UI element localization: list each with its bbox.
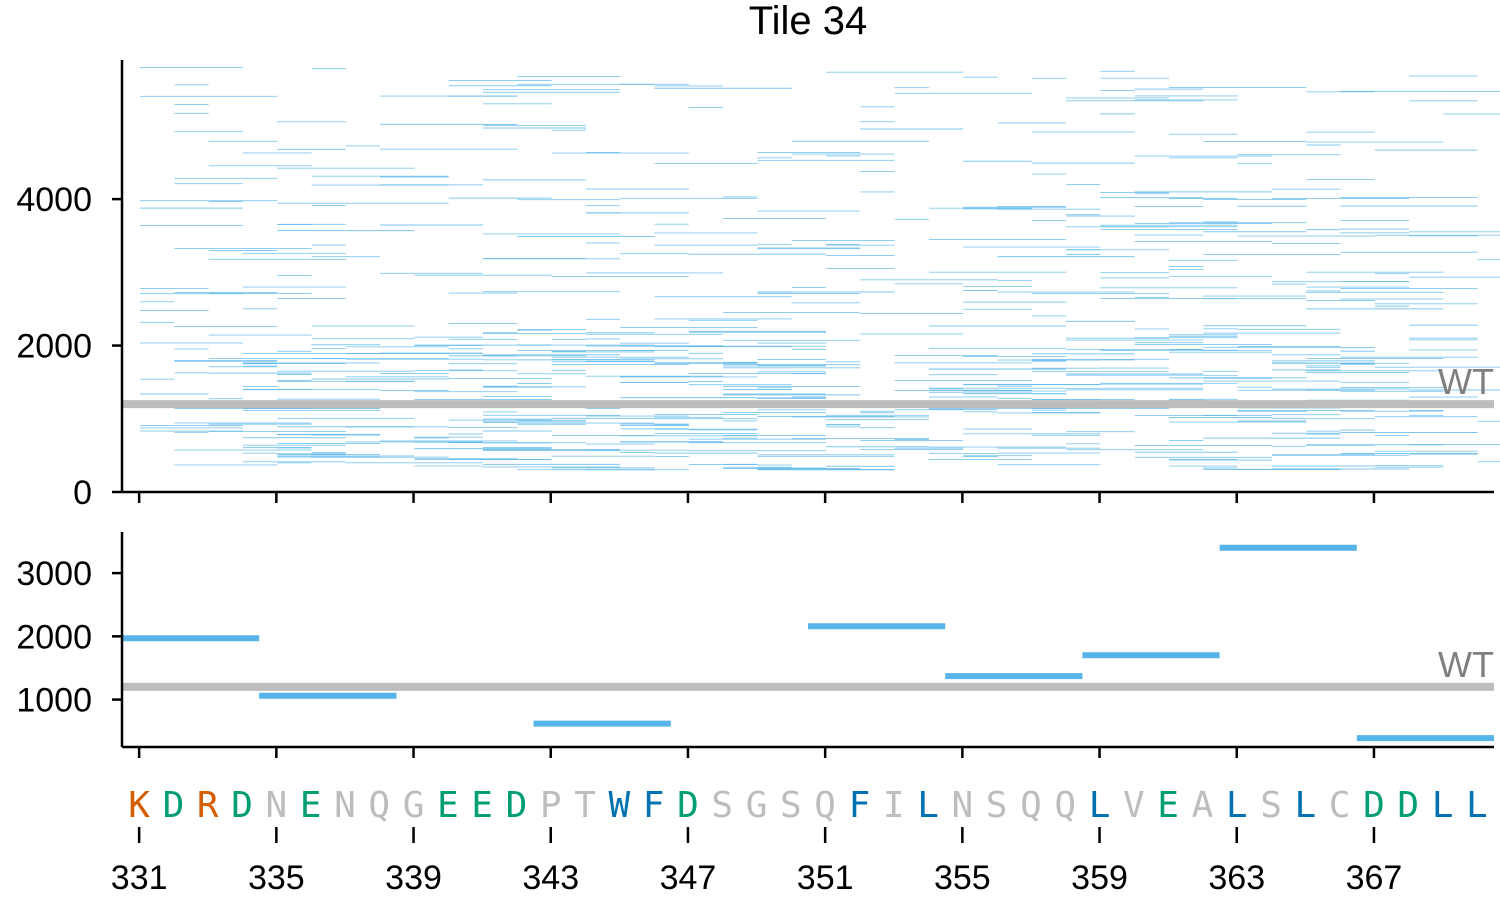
residue-letter: E — [1157, 785, 1179, 826]
position-ticks: 331 335 339 343 347 351 355 359 363 367 — [111, 827, 1403, 897]
residue-letter: L — [1432, 785, 1454, 826]
position-label: 367 — [1346, 859, 1403, 897]
position-label: 363 — [1208, 859, 1265, 897]
bottom-panel: WT 1000 2000 3000 — [16, 532, 1494, 758]
y-tick-label: 2000 — [16, 328, 92, 366]
residue-letter: T — [574, 785, 596, 826]
position-label: 343 — [522, 859, 579, 897]
top-x-ticks — [137, 492, 1376, 503]
residue-letter: D — [677, 785, 699, 826]
residue-letter: L — [1089, 785, 1111, 826]
residue-letter: Q — [368, 785, 390, 826]
residue-letter: E — [437, 785, 459, 826]
residue-letter: K — [128, 785, 150, 826]
residue-letter: N — [334, 785, 356, 826]
y-tick-label: 4000 — [16, 181, 92, 219]
residue-letter: V — [1123, 785, 1145, 826]
residue-letter: N — [266, 785, 288, 826]
residue-letter: D — [1363, 785, 1385, 826]
residue-letter: L — [1466, 785, 1488, 826]
residue-letter: F — [849, 785, 871, 826]
y-tick-label: 2000 — [16, 618, 92, 656]
bottom-wt-label: WT — [1438, 644, 1494, 685]
residue-letter: G — [746, 785, 768, 826]
position-label: 351 — [797, 859, 854, 897]
residue-letter: S — [711, 785, 733, 826]
residue-letter: A — [1192, 785, 1214, 826]
residue-letter: L — [1226, 785, 1248, 826]
position-label: 331 — [111, 859, 168, 897]
residue-letter: D — [1397, 785, 1419, 826]
residue-letter: L — [917, 785, 939, 826]
residue-letter: W — [609, 785, 631, 826]
bottom-x-ticks — [137, 747, 1376, 758]
residue-letter: P — [540, 785, 562, 826]
residue-letter: E — [471, 785, 493, 826]
residue-letter: Q — [1054, 785, 1076, 826]
top-panel: WT 0 2000 4000 — [16, 60, 1500, 512]
position-label: 339 — [385, 859, 442, 897]
residue-letter: D — [231, 785, 253, 826]
position-label: 359 — [1071, 859, 1128, 897]
y-tick-label: 0 — [73, 474, 92, 512]
y-tick-label: 3000 — [16, 555, 92, 593]
position-label: 355 — [934, 859, 991, 897]
residue-letter: N — [952, 785, 974, 826]
residue-letter: C — [1329, 785, 1351, 826]
position-label: 347 — [660, 859, 717, 897]
top-y-ticks: 0 2000 4000 — [16, 181, 122, 512]
residue-letter: S — [1260, 785, 1282, 826]
residue-letter: L — [1295, 785, 1317, 826]
bottom-y-ticks: 1000 2000 3000 — [16, 555, 122, 720]
residue-letter: F — [643, 785, 665, 826]
residue-letter: G — [403, 785, 425, 826]
y-tick-label: 1000 — [16, 682, 92, 720]
bottom-segments — [122, 544, 1494, 742]
residue-letter: R — [197, 785, 219, 826]
residue-letter: D — [163, 785, 185, 826]
position-label: 335 — [248, 859, 305, 897]
chart-title: Tile 34 — [749, 0, 868, 43]
residue-letter: I — [883, 785, 905, 826]
residue-letter: D — [506, 785, 528, 826]
residue-letter: S — [986, 785, 1008, 826]
residue-letter: S — [780, 785, 802, 826]
top-segments — [140, 67, 1500, 471]
residue-letter: Q — [814, 785, 836, 826]
residue-letter: E — [300, 785, 322, 826]
top-wt-label: WT — [1438, 361, 1494, 402]
residue-letter: Q — [1020, 785, 1042, 826]
